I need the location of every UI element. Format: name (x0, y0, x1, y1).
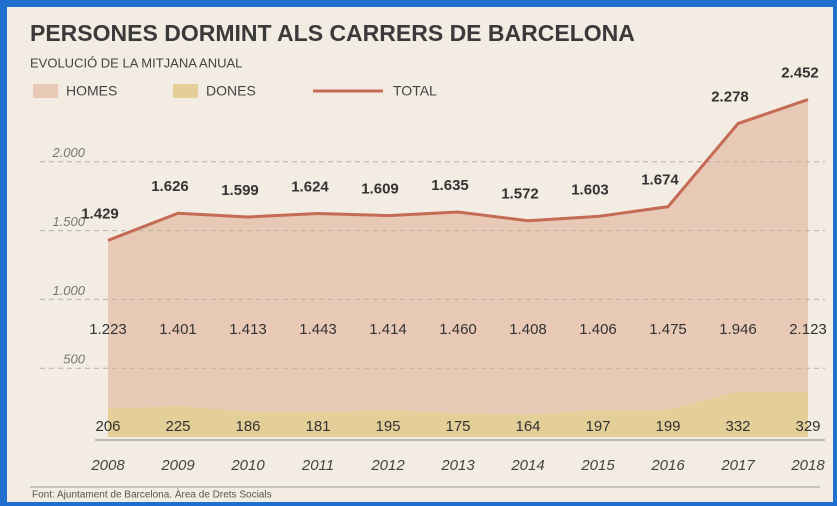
area (108, 391, 808, 437)
chart-subtitle: EVOLUCIÓ DE LA MITJANA ANUAL (30, 55, 242, 70)
value-label: 1.406 (579, 321, 617, 338)
value-label: 2.123 (789, 321, 827, 338)
total-line (107, 98, 809, 242)
value-label: 199 (655, 418, 680, 435)
value-label: 206 (95, 418, 120, 435)
total-label: 1.429 (81, 205, 119, 222)
value-label: 1.946 (719, 321, 757, 338)
value-label: 1.460 (439, 321, 477, 338)
y-tick-label: 1.000 (52, 283, 85, 298)
legend-swatch (33, 84, 58, 98)
value-label: 175 (445, 418, 470, 435)
value-label: 197 (585, 418, 610, 435)
x-tick-label: 2013 (440, 457, 475, 474)
total-label: 2.278 (711, 89, 749, 106)
x-tick-label: 2017 (720, 457, 755, 474)
value-label: 1.414 (369, 321, 407, 338)
y-tick-label: 2.000 (51, 145, 85, 160)
x-tick-label: 2018 (790, 457, 825, 474)
total-label: 2.452 (781, 65, 819, 82)
legend-label: HOMES (66, 83, 117, 99)
value-label: 1.408 (509, 321, 547, 338)
source: Font: Ajuntament de Barcelona. Àrea de D… (32, 488, 272, 501)
x-tick-label: 2009 (160, 457, 195, 474)
value-label: 195 (375, 418, 400, 435)
value-label: 225 (165, 418, 190, 435)
legend-label: TOTAL (393, 83, 437, 99)
total-label: 1.635 (431, 177, 469, 194)
x-tick-label: 2014 (510, 457, 544, 474)
chart-title: PERSONES DORMINT ALS CARRERS DE BARCELON… (30, 20, 635, 46)
x-tick-label: 2010 (230, 457, 265, 474)
total-label: 1.626 (151, 178, 189, 195)
x-tick-label: 2008 (90, 457, 125, 474)
total-label: 1.609 (361, 181, 399, 198)
total-label: 1.624 (291, 179, 329, 196)
y-tick-label: 500 (63, 352, 85, 367)
value-label: 1.413 (229, 321, 267, 338)
x-tick-label: 2016 (650, 457, 685, 474)
value-label: 329 (795, 418, 820, 435)
value-label: 1.443 (299, 321, 337, 338)
value-label: 1.475 (649, 321, 687, 338)
area (108, 99, 808, 415)
total-label: 1.572 (501, 186, 539, 203)
value-label: 1.401 (159, 321, 197, 338)
value-label: 181 (305, 418, 330, 435)
legend-swatch (173, 84, 198, 98)
value-label: 164 (515, 418, 540, 435)
y-tick-label: 1.500 (52, 214, 85, 229)
total-label: 1.599 (221, 182, 259, 199)
total-label: 1.674 (641, 172, 679, 189)
x-tick-label: 2015 (580, 457, 615, 474)
x-tick-label: 2012 (370, 457, 405, 474)
value-label: 332 (725, 418, 750, 435)
value-label: 1.223 (89, 321, 127, 338)
total-label: 1.603 (571, 181, 609, 198)
value-label: 186 (235, 418, 260, 435)
legend-label: DONES (206, 83, 256, 99)
x-tick-label: 2011 (301, 457, 334, 474)
